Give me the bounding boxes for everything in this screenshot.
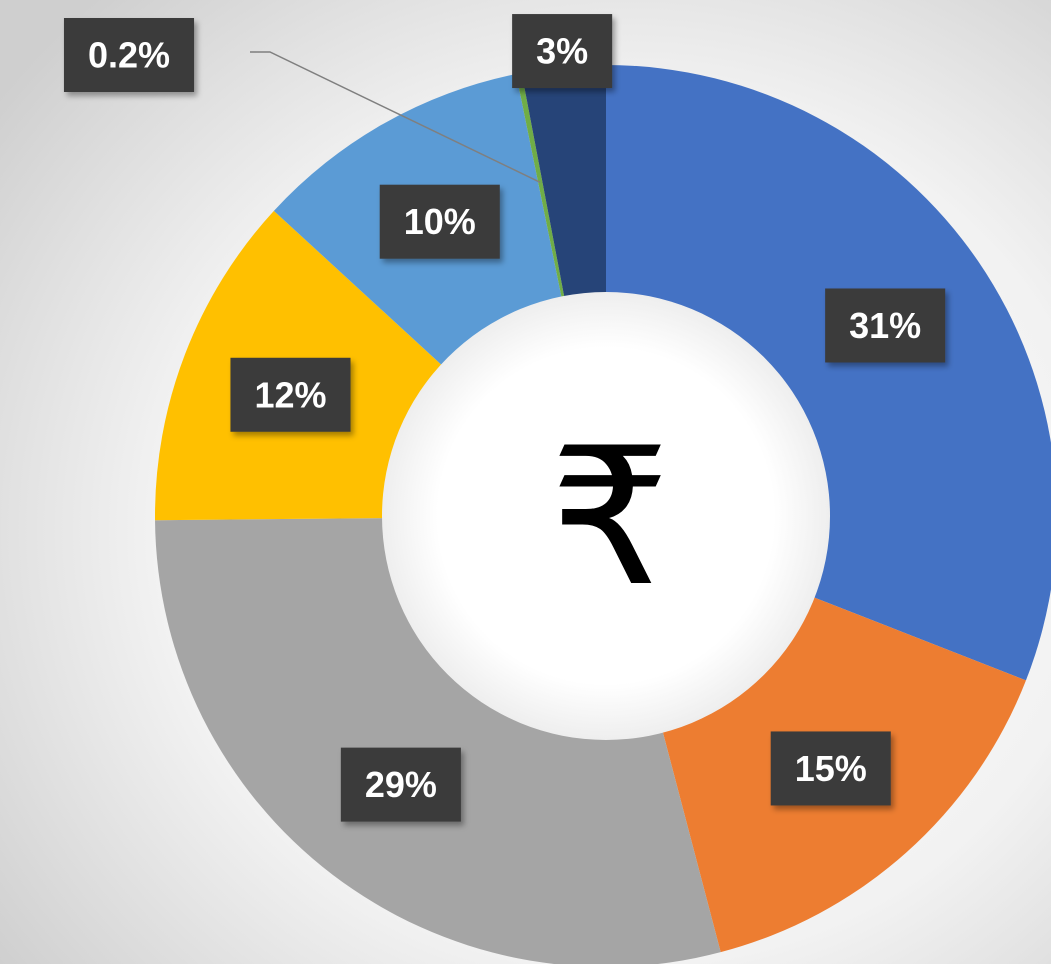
data-label-box [379, 184, 500, 259]
data-label-box [63, 18, 195, 92]
data-label: 29% [365, 764, 437, 805]
data-label: 10% [404, 201, 476, 242]
donut-hole [382, 292, 830, 740]
data-label: 12% [254, 374, 326, 415]
leader-line [250, 51, 541, 184]
data-label: 31% [849, 305, 921, 346]
data-label-box [340, 747, 461, 822]
data-label-box [770, 731, 891, 806]
data-label: 3% [536, 31, 588, 72]
data-label: 0.2% [88, 35, 170, 76]
data-label-box [512, 14, 613, 89]
data-label-box [825, 288, 946, 363]
data-labels: 31% 15% 29% 12% 10% 0.2% 3% [63, 14, 946, 822]
center-symbol: ₹ [550, 412, 671, 624]
data-label-box [230, 357, 351, 432]
data-label: 15% [795, 748, 867, 789]
